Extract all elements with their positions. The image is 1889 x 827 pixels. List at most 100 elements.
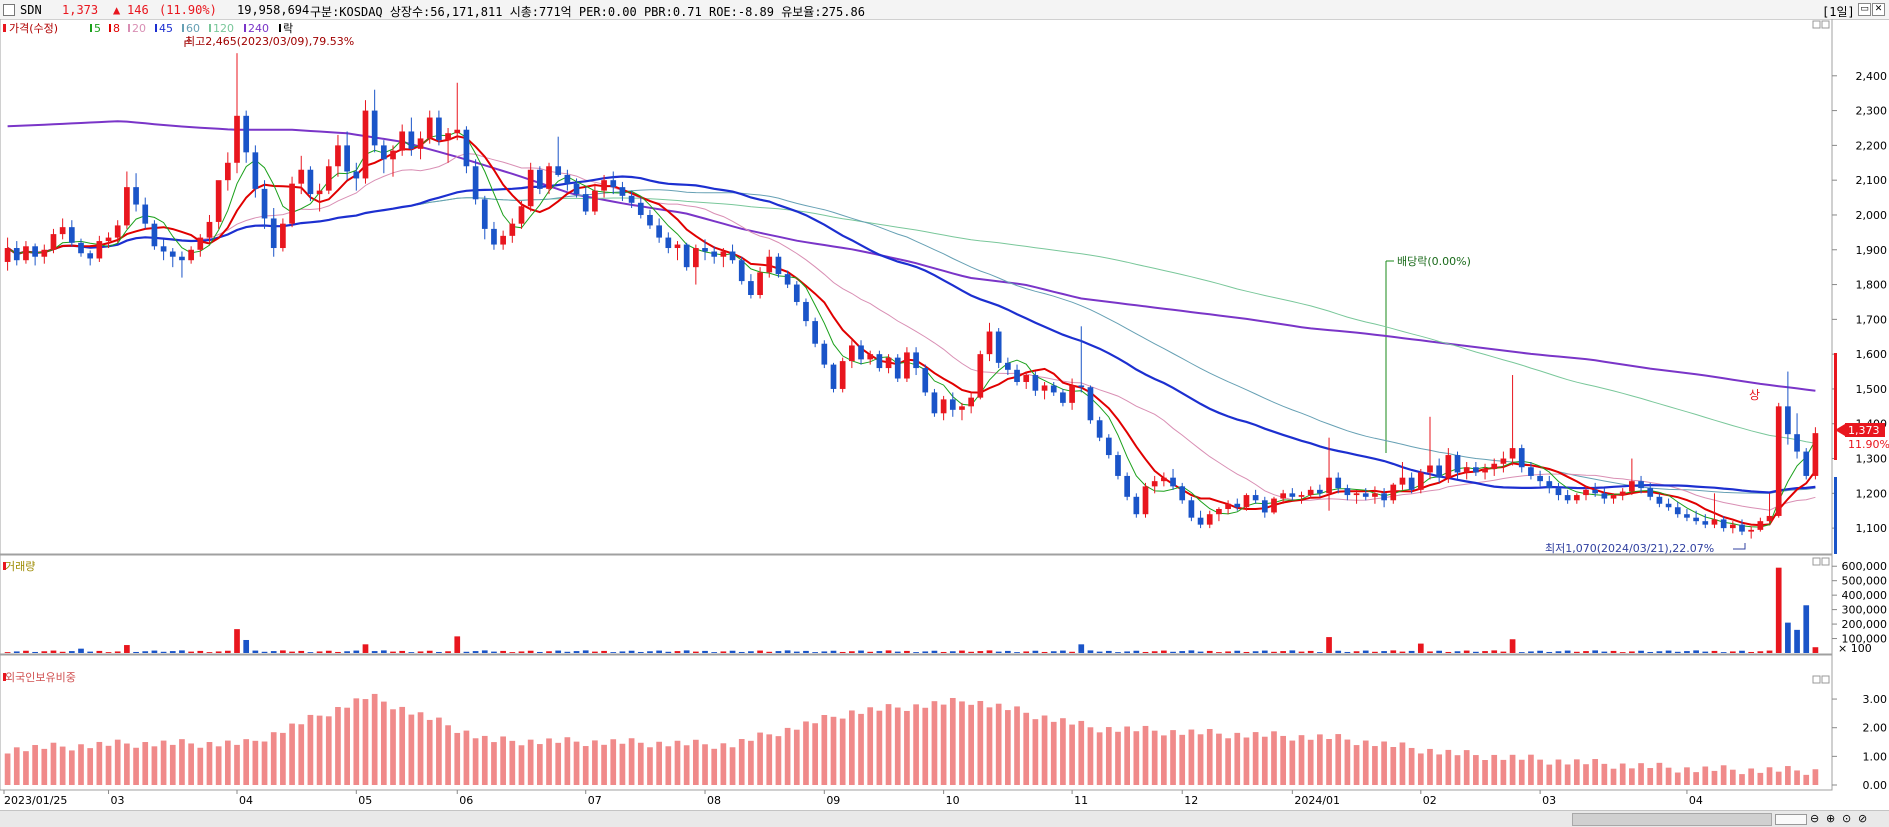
volume-bar (1335, 650, 1342, 653)
candle-body (390, 150, 396, 160)
volume-bar (1050, 651, 1057, 653)
foreign-bar (1142, 725, 1149, 785)
foreign-bar (1197, 734, 1204, 785)
volume-bar (169, 651, 176, 653)
candle-body (995, 331, 1002, 363)
foreign-bar (105, 745, 112, 785)
volume-bar (1344, 651, 1351, 653)
stock-chart: 가격(수정) 5 8 20 45 60 120 240 락 거래량 외국인보유비중 최고2,4… (0, 19, 1889, 807)
volume-bar (913, 652, 919, 653)
volume-bar (1693, 650, 1699, 653)
candle-body (188, 249, 194, 261)
volume-bar (876, 651, 883, 653)
foreign-bar (335, 706, 341, 785)
foreign-bar (463, 730, 470, 785)
price-change: 146 (127, 3, 149, 17)
volume-bar (59, 651, 66, 653)
legend-swatch (155, 24, 157, 32)
candle-body (518, 206, 525, 224)
zoom-fit-icon[interactable]: ⊙ (1842, 812, 1852, 825)
volume-bar (1390, 650, 1397, 653)
foreign-bar (1491, 754, 1498, 785)
foreign-bar (610, 739, 617, 785)
candle-body (436, 117, 442, 141)
candle-body (509, 223, 516, 236)
candle-body (1216, 508, 1222, 515)
candle-body (270, 218, 277, 249)
volume-bar (1748, 651, 1755, 653)
candle-body (1739, 524, 1745, 532)
foreign-bar (1720, 765, 1727, 785)
period-selector[interactable]: [1일] (1822, 5, 1855, 19)
candle-body (720, 251, 727, 257)
price-tick-label: 1,200 (1856, 487, 1888, 500)
candle-body (1564, 495, 1571, 501)
foreign-bar (711, 748, 718, 785)
candle-body (775, 256, 782, 275)
candle-body (1115, 455, 1121, 476)
zoom-out-icon[interactable]: ⊖ (1810, 812, 1820, 825)
volume-bar (546, 651, 552, 653)
zoom-reset-icon[interactable]: ⊘ (1858, 812, 1868, 825)
candle-body (298, 169, 305, 184)
foreign-bar (582, 746, 589, 785)
foreign-bar (702, 744, 708, 785)
legend-swatch (279, 24, 281, 32)
foreign-bar (536, 744, 543, 785)
candle-body (1032, 375, 1039, 391)
price-change-pct: (11.90%) (159, 3, 217, 17)
zoom-slider[interactable] (1775, 814, 1807, 825)
volume-bar (1399, 651, 1406, 653)
foreign-bar (812, 723, 818, 785)
candle-body (215, 180, 222, 222)
foreign-bar (307, 714, 314, 785)
price-legend: 가격(수정) 5 8 20 45 60 120 240 락 (3, 22, 293, 35)
volume-bar (1041, 651, 1048, 653)
volume-bar (1096, 651, 1103, 653)
volume-bar (1353, 651, 1360, 653)
x-tick-label: 12 (1184, 794, 1198, 807)
foreign-bar (1014, 706, 1020, 785)
foreign-bar (1482, 760, 1488, 785)
horizontal-scrollbar[interactable]: ⊖ ⊕ ⊙ ⊘ (0, 810, 1889, 827)
volume-bar (867, 651, 874, 653)
candle-body (380, 145, 387, 160)
candle-body (949, 399, 956, 410)
scrollbar-thumb[interactable] (1572, 813, 1772, 826)
candle-body (78, 242, 84, 254)
volume-bar (610, 652, 617, 653)
x-tick-label: 06 (459, 794, 473, 807)
candle-body (1757, 521, 1764, 530)
foreign-bar (206, 742, 213, 785)
volume-bar (592, 651, 598, 653)
volume-bar (748, 651, 754, 653)
candle-body (234, 115, 240, 163)
candle-body (252, 152, 259, 189)
candle-body (601, 180, 607, 191)
restore-icon[interactable]: ▭ (1858, 3, 1871, 16)
foreign-bar (1161, 735, 1167, 785)
volume-bar (738, 651, 745, 653)
foreign-bar (555, 742, 562, 785)
volume-bar (105, 652, 112, 653)
close-icon[interactable]: ✕ (1872, 3, 1885, 16)
candle-body (592, 190, 598, 212)
volume-bar (1216, 652, 1222, 653)
foreign-label: 외국인보유비중 (5, 671, 76, 684)
foreign-bar (1445, 749, 1452, 785)
ma5-line (7, 131, 1816, 528)
zoom-in-icon[interactable]: ⊕ (1826, 812, 1836, 825)
foreign-bar (601, 744, 607, 785)
volume-tick-label: 200,000 (1842, 618, 1888, 631)
candle-body (1078, 385, 1085, 388)
volume-bar (23, 650, 29, 653)
candle-body (812, 321, 818, 344)
foreign-bar (1326, 739, 1332, 785)
foreign-bar (1629, 768, 1635, 785)
select-checkbox[interactable] (3, 4, 15, 16)
volume-bar (1491, 650, 1498, 653)
volume-bar (197, 650, 204, 653)
volume-bar (13, 651, 20, 653)
candle-body (1014, 369, 1020, 382)
foreign-bar (114, 739, 121, 785)
